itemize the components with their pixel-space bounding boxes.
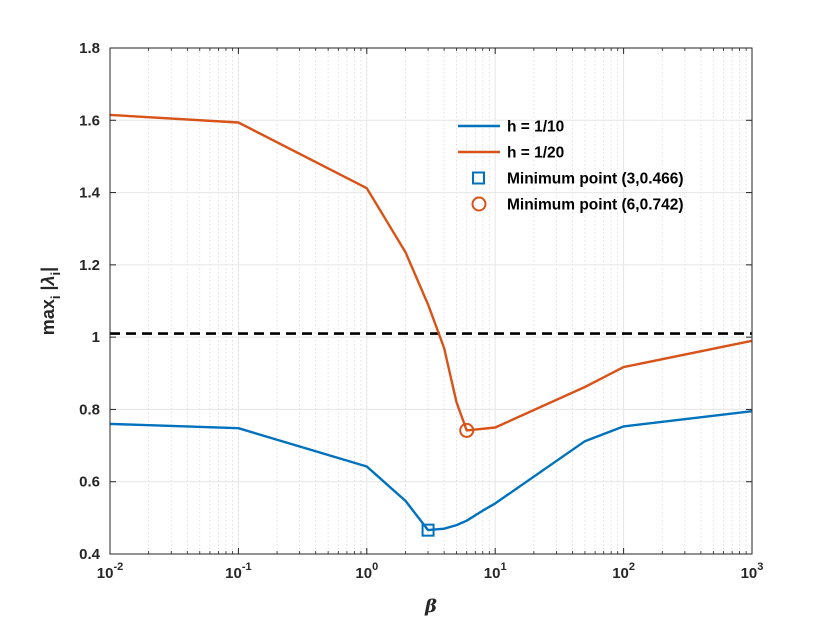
y-tick-label: 0.4 — [79, 546, 101, 563]
tick-labels: 10-2 10-1 100 101 102 103 0.4 0.6 0.8 1 1.2 1.4 1.6 1… — [79, 40, 763, 582]
series-group — [109, 113, 753, 532]
x-axis-label: β — [424, 596, 437, 617]
legend-label: Minimum point (3,0.466) — [507, 171, 684, 188]
y-axis-label: maxi |λi| — [38, 267, 63, 335]
y-tick-label: 1.4 — [79, 185, 101, 202]
legend-label: Minimum point (6,0.742) — [507, 197, 684, 214]
y-axis-label-text: maxi |λi| — [38, 267, 63, 335]
y-tick-label: 1.2 — [79, 257, 100, 274]
plot-background — [110, 48, 752, 554]
x-tick-label: 102 — [612, 561, 635, 582]
series-line-1 — [109, 410, 753, 532]
legend-label: h = 1/10 — [507, 119, 564, 136]
series-line-2 — [109, 113, 753, 432]
legend-label: h = 1/20 — [507, 145, 564, 162]
y-tick-label: 1 — [92, 329, 100, 346]
legend: h = 1/10 h = 1/20 Minimum point (3,0.466) M… — [458, 119, 684, 214]
y-tick-label: 1.8 — [79, 40, 100, 57]
x-tick-label: 10-1 — [225, 561, 251, 582]
legend-circle-marker — [471, 196, 487, 212]
x-tick-label: 101 — [484, 561, 507, 582]
y-tick-label: 0.8 — [79, 401, 100, 418]
x-tick-label: 103 — [741, 561, 764, 582]
grid — [109, 47, 753, 555]
legend-square-marker — [472, 171, 485, 185]
x-tick-label: 100 — [355, 561, 378, 582]
y-tick-label: 1.6 — [79, 112, 100, 129]
x-tick-label: 10-2 — [97, 561, 123, 582]
axes — [109, 47, 753, 555]
minimum-point-marker-1 — [421, 523, 435, 537]
plot-frame — [109, 47, 753, 555]
y-tick-label: 0.6 — [79, 474, 100, 491]
marker-group — [421, 422, 475, 537]
minimum-point-marker-2 — [459, 422, 475, 438]
